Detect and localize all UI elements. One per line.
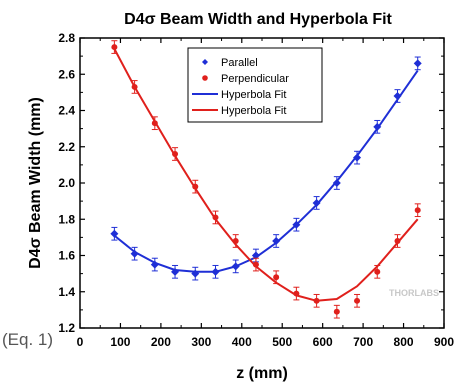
watermark: THORLABS [389, 288, 439, 298]
y-axis-ticks: 1.2 1.4 1.6 1.8 2.0 2.2 2.4 2.6 2.8 [58, 31, 444, 335]
chart-title: D4σ Beam Width and Hyperbola Fit [124, 11, 392, 28]
x-axis-ticks: 0 100 200 300 400 500 600 700 800 900 [77, 38, 454, 349]
legend-entry-perpendicular: Perpendicular [202, 73, 289, 85]
parallel-point [130, 249, 139, 258]
parallel-point [393, 92, 402, 100]
parallel-point [373, 122, 382, 131]
perpendicular-point [374, 268, 381, 275]
perpendicular-point [354, 297, 361, 304]
parallel-point [292, 220, 301, 229]
y-tick-label: 2.0 [58, 176, 75, 190]
x-tick-label: 300 [191, 335, 211, 349]
x-tick-label: 800 [394, 335, 414, 349]
x-tick-label: 500 [272, 335, 292, 349]
x-tick-label: 600 [313, 335, 333, 349]
parallel-point [353, 153, 362, 162]
data-points [110, 40, 422, 319]
perpendicular-point [172, 151, 179, 157]
legend-marker-parallel [202, 59, 208, 65]
y-tick-label: 1.8 [58, 212, 75, 226]
legend-label-perpendicular: Perpendicular [221, 73, 289, 85]
x-tick-label: 700 [353, 335, 373, 349]
perpendicular-point [293, 290, 300, 297]
x-tick-label: 900 [434, 335, 454, 349]
parallel-point [251, 251, 260, 260]
legend-entry-parallel: Parallel [202, 57, 258, 69]
parallel-point [413, 59, 422, 68]
x-axis-label: z (mm) [236, 365, 288, 382]
x-tick-label: 400 [232, 335, 252, 349]
y-axis-label: D4σ Beam Width (mm) [27, 97, 44, 269]
legend-marker-perpendicular [202, 75, 208, 81]
perpendicular-point [131, 83, 138, 90]
perpendicular-point [111, 44, 118, 51]
y-tick-label: 2.4 [58, 104, 75, 118]
parallel-point [231, 262, 240, 271]
perpendicular-point [273, 274, 280, 281]
parallel-point [332, 179, 341, 187]
y-tick-label: 1.4 [58, 285, 75, 299]
x-tick-label: 200 [151, 335, 171, 349]
perpendicular-point [151, 120, 158, 127]
y-tick-label: 1.6 [58, 249, 75, 263]
parallel-point [312, 198, 321, 207]
y-tick-label: 2.8 [58, 31, 75, 45]
parallel-point [191, 269, 200, 278]
legend-label-blue-fit: Hyperbola Fit [221, 89, 286, 101]
parallel-point [110, 229, 119, 238]
x-tick-label: 0 [77, 335, 84, 349]
perpendicular-point [212, 214, 219, 221]
fit-lines [113, 48, 419, 302]
perpendicular-point [394, 238, 401, 244]
y-tick-label: 2.6 [58, 67, 75, 81]
perpendicular-point [252, 261, 259, 268]
legend-label-parallel: Parallel [221, 57, 258, 69]
legend-entry-red-fit: Hyperbola Fit [192, 105, 286, 117]
y-tick-label: 1.2 [58, 321, 75, 335]
perpendicular-point [232, 238, 239, 244]
perpendicular-point [414, 207, 421, 214]
parallel-point [211, 267, 220, 276]
parallel-point [150, 260, 159, 269]
legend-label-red-fit: Hyperbola Fit [221, 105, 286, 117]
legend-entry-blue-fit: Hyperbola Fit [192, 89, 286, 101]
x-tick-label: 100 [110, 335, 130, 349]
y-tick-label: 2.2 [58, 140, 75, 154]
legend: Parallel Perpendicular Hyperbola Fit Hyp… [187, 47, 323, 123]
parallel-point [171, 267, 180, 276]
perpendicular-point [192, 183, 199, 190]
perpendicular-point [313, 297, 320, 304]
equation-caption: (Eq. 1) [2, 330, 54, 349]
fit-line-parallel [113, 70, 419, 273]
fit-line-perpendicular [113, 48, 419, 302]
perpendicular-point [333, 308, 340, 315]
parallel-point [272, 237, 281, 245]
